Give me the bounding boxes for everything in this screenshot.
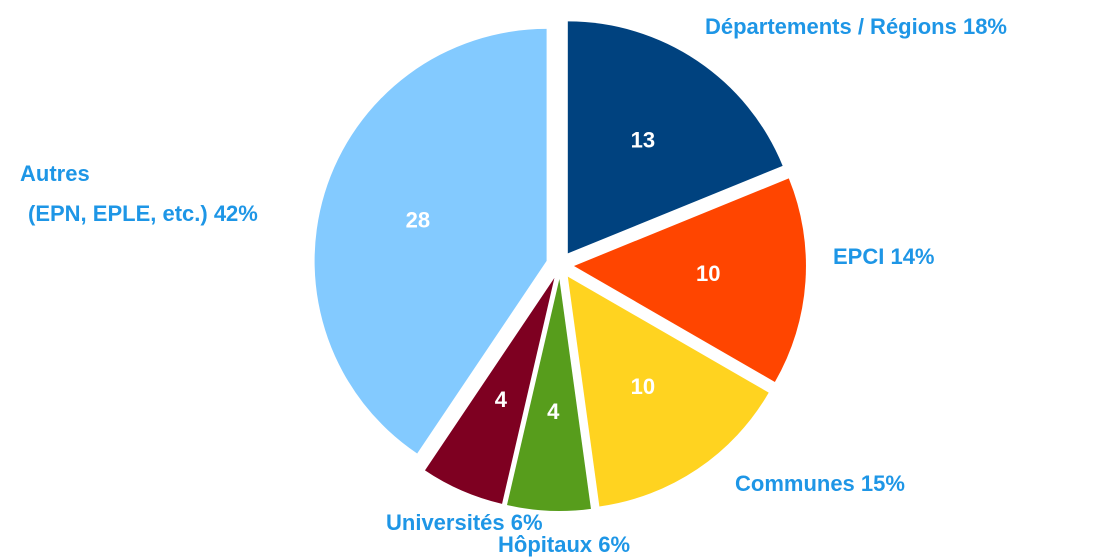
data-label: 4: [547, 399, 560, 424]
data-label: 10: [696, 261, 720, 286]
slice-label: Universités 6%: [386, 510, 543, 535]
slice-label: EPCI 14%: [833, 244, 935, 269]
pie-slice: [567, 21, 783, 254]
data-label: 4: [495, 387, 508, 412]
data-label: 13: [631, 128, 655, 153]
pie-slice: [314, 28, 547, 454]
pie-slice: [507, 278, 591, 511]
slice-label: Autres: [20, 161, 90, 186]
pie-slice: [424, 277, 555, 504]
slice-label: (EPN, EPLE, etc.) 42%: [28, 201, 258, 226]
slice-label: Hôpitaux 6%: [498, 532, 630, 557]
data-label: 10: [631, 374, 655, 399]
pie-slice: [567, 276, 769, 507]
data-label: 28: [406, 207, 430, 232]
pie-slice: [573, 178, 806, 382]
slice-label: Départements / Régions 18%: [705, 14, 1007, 39]
slice-label: Communes 15%: [735, 471, 905, 496]
